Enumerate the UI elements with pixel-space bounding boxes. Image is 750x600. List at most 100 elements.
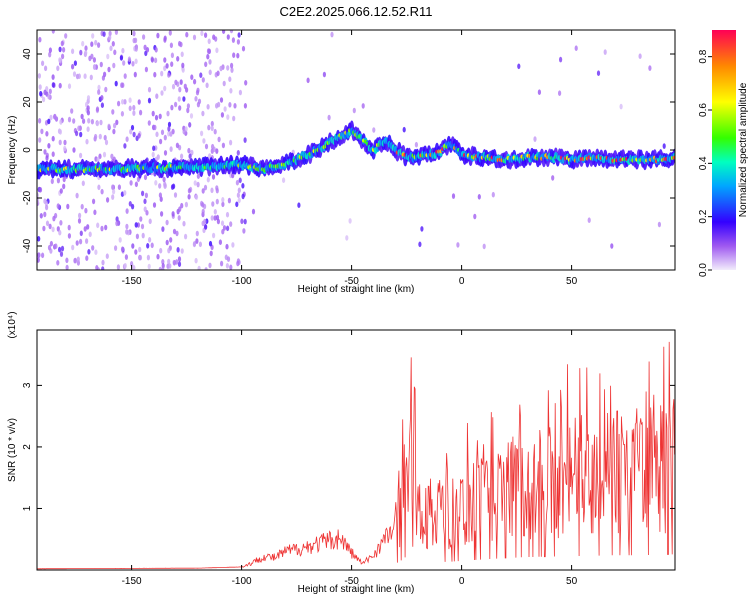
y-tick-label: 3	[22, 382, 33, 388]
spectrogram-speckle	[207, 38, 211, 45]
spectrogram-speckle	[187, 194, 191, 200]
spectrogram-speckle	[58, 246, 62, 253]
y-tick-label: 0	[22, 147, 33, 153]
spectrogram-speckle	[138, 254, 143, 261]
spectrogram-speckle	[182, 96, 186, 102]
spectrogram-speckle	[173, 192, 178, 198]
spectrogram-speckle	[113, 49, 117, 56]
spectrogram-speckle	[194, 194, 199, 200]
spectrogram-ticks: -150 -100 -50 0 50 -40 -20 0 20 40	[22, 30, 675, 287]
spectrogram-speckle	[100, 95, 104, 101]
spectrogram-speckle	[59, 119, 63, 125]
spectrogram-speckle	[193, 78, 197, 85]
spectrogram-speckle	[81, 40, 85, 47]
spectrogram-speckle	[201, 202, 205, 208]
spectrogram-speckle	[188, 122, 192, 128]
spectrogram-speckle	[200, 130, 204, 137]
spectrogram-speckle	[140, 223, 145, 230]
spectrogram-speckle	[533, 136, 537, 142]
spectrogram-speckle	[120, 191, 124, 197]
spectrogram-speckle	[94, 39, 98, 46]
spectrogram-speckle	[160, 129, 165, 136]
spectrogram-speckle	[178, 206, 182, 212]
spectrogram-speckle	[134, 58, 138, 65]
spectrogram-speckle	[86, 105, 90, 111]
spectrogram-speckle	[282, 177, 286, 183]
spectrogram-speckle	[86, 109, 90, 116]
spectrogram-speckle	[79, 238, 83, 245]
spectrogram-speckle	[128, 201, 132, 207]
spectrogram-speckle	[203, 218, 207, 225]
spectrogram-speckle	[208, 153, 212, 159]
spectrogram-speckle	[105, 253, 109, 259]
spectrogram-speckle	[84, 207, 88, 214]
spectrogram-speckle	[587, 217, 591, 223]
spectrogram-speckle	[238, 177, 242, 184]
colorbar-tick-label: 0.0	[698, 263, 709, 277]
spectrogram-speckle	[131, 203, 135, 210]
spectrogram-speckle	[619, 103, 623, 110]
spectrogram-speckle	[65, 257, 69, 264]
spectrogram-speckle	[121, 82, 125, 88]
spectrogram-speckle	[215, 198, 219, 205]
spectrogram-speckle	[154, 57, 158, 64]
spectrogram-speckle	[213, 215, 217, 221]
spectrogram-speckle	[80, 203, 84, 210]
spectrogram-speckle	[167, 121, 172, 128]
spectrogram-speckle	[204, 267, 208, 270]
spectrogram-speckle	[206, 48, 211, 54]
spectrogram-speckle	[127, 56, 131, 62]
spectrogram-speckle	[151, 151, 155, 158]
spectrogram-speckle	[208, 262, 212, 269]
spectrogram-speckle	[217, 136, 221, 143]
spectrogram-speckle	[53, 113, 57, 120]
spectrogram-speckle	[229, 139, 233, 146]
spectrogram-speckle	[102, 31, 106, 37]
spectrogram-speckle	[657, 221, 662, 228]
spectrogram-speckle	[192, 241, 196, 248]
spectrogram-speckle	[115, 216, 119, 222]
spectrogram-speckle	[48, 223, 52, 230]
spectrogram-speckle	[37, 236, 41, 242]
spectrogram-speckle	[67, 83, 72, 89]
spectrogram-speckle	[167, 247, 171, 254]
spectrogram-speckle	[125, 208, 129, 214]
spectrogram-speckle	[120, 111, 124, 117]
colorbar-tick-label: 0.4	[698, 156, 709, 170]
spectrogram-speckle	[603, 49, 607, 55]
spectrogram-speckle	[143, 206, 147, 212]
spectrogram-speckle	[610, 243, 614, 249]
spectrogram-speckle	[154, 114, 159, 121]
spectrogram-speckle	[161, 263, 165, 269]
spectrogram-speckle	[184, 201, 188, 208]
spectrogram-speckle	[147, 120, 151, 126]
spectrogram-speckle	[182, 128, 186, 135]
spectrogram-speckle	[132, 131, 136, 138]
spectrogram-speckle	[37, 257, 40, 263]
spectrogram-speckle	[226, 65, 230, 71]
spectrogram-speckle	[190, 149, 194, 156]
spectrogram-speckle	[235, 179, 239, 186]
spectrogram-speckle	[38, 187, 43, 193]
spectrogram-speckle	[114, 80, 118, 87]
spectrogram-speckle	[165, 239, 169, 246]
spectrogram-speckle	[235, 201, 239, 208]
spectrogram-speckle	[67, 224, 71, 231]
spectrogram-speckle	[95, 106, 100, 112]
spectrogram-speckle	[72, 147, 76, 153]
spectrogram-speckle	[76, 256, 80, 263]
spectrogram-speckle	[212, 232, 216, 239]
colorbar-label: Normalized spectral amplitude	[738, 82, 749, 217]
spectrogram-speckle	[161, 226, 165, 232]
spectrogram-speckle	[222, 80, 226, 87]
spectrogram-speckle	[221, 228, 225, 235]
spectrogram-speckle	[170, 184, 175, 190]
spectrogram-speckle	[131, 264, 135, 270]
spectrogram-speckle	[177, 256, 182, 262]
spectrogram-speckle	[473, 213, 477, 220]
spectrogram-speckle	[150, 57, 154, 63]
spectrogram-speckle	[73, 257, 77, 264]
spectrogram-speckle	[84, 45, 88, 51]
spectrogram-speckle	[420, 226, 424, 232]
spectrogram-speckle	[79, 49, 83, 56]
